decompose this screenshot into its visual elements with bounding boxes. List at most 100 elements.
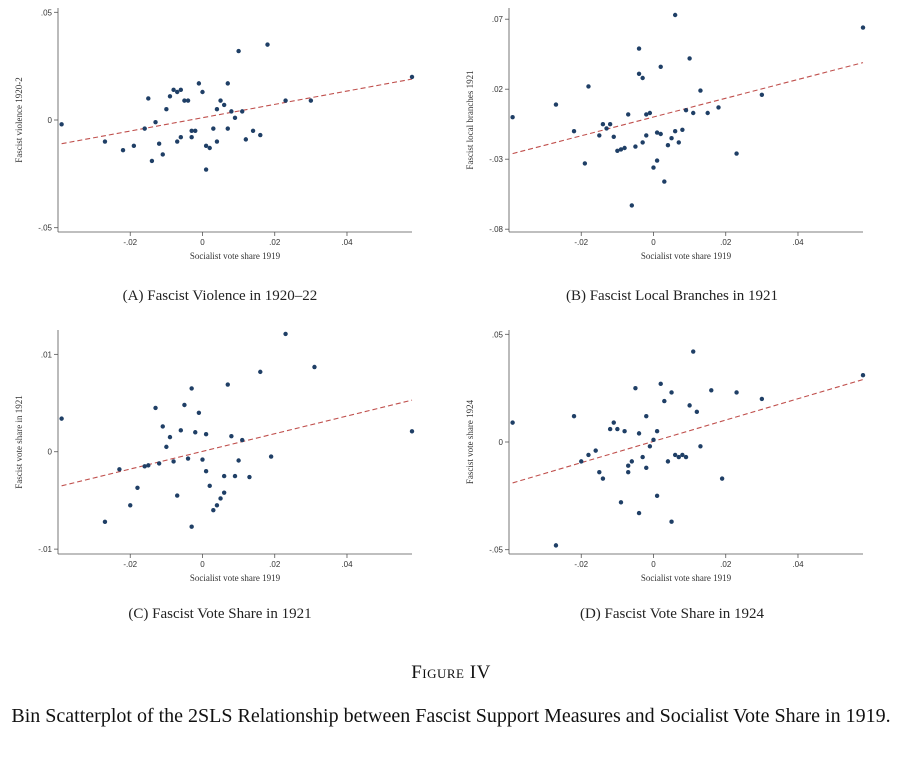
x-tick-label: 0 [651, 560, 656, 569]
data-point [676, 140, 681, 145]
data-point [607, 426, 613, 432]
data-point [709, 388, 714, 393]
data-point [669, 519, 674, 524]
data-point [175, 89, 180, 95]
data-point [600, 476, 606, 481]
data-point [229, 109, 234, 114]
data-point [268, 454, 274, 459]
data-point [629, 203, 635, 208]
scatter-plot: -.02 0 .02 .04 -.05 0 .05 Socialist vote share … [14, 8, 415, 261]
y-axis-label: Fascist vote share in 1921 [14, 395, 24, 489]
data-point [687, 403, 692, 408]
x-tick-label: .02 [720, 238, 732, 247]
data-point [618, 147, 624, 152]
data-point [214, 139, 220, 144]
data-point [680, 452, 685, 458]
data-point [236, 458, 241, 463]
data-point [654, 493, 660, 499]
data-point [283, 98, 288, 103]
data-point [636, 510, 642, 516]
y-axis-label: Fascist violence 1920-2 [14, 77, 24, 162]
data-point [633, 144, 638, 149]
data-point [683, 454, 689, 460]
data-point [258, 132, 263, 138]
data-point [193, 128, 198, 133]
x-tick-label: -.02 [574, 560, 588, 569]
data-point [128, 503, 133, 508]
data-point [611, 134, 616, 139]
data-point [644, 112, 649, 117]
data-point [146, 463, 151, 468]
x-axis-label: Socialist vote share 1919 [190, 573, 281, 583]
data-point [579, 459, 584, 464]
data-point [232, 115, 238, 121]
data-point [640, 75, 645, 81]
data-point [203, 143, 209, 149]
y-tick-label: .05 [41, 8, 53, 17]
data-point [651, 437, 656, 443]
y-axis-label: Fascist local branches 1921 [465, 70, 475, 169]
data-point [120, 147, 126, 153]
data-point [178, 135, 184, 140]
data-point [102, 139, 108, 144]
data-point [258, 369, 263, 375]
data-point [160, 152, 165, 157]
data-point [680, 127, 685, 132]
data-point [705, 110, 710, 116]
data-point [647, 110, 653, 116]
data-point [182, 402, 187, 408]
data-point [658, 64, 663, 70]
data-point [236, 48, 241, 54]
data-point [146, 96, 151, 101]
fit-line [512, 62, 864, 155]
data-point [607, 122, 613, 127]
data-point [218, 98, 223, 103]
y-tick-label: .01 [41, 350, 53, 359]
y-tick-label: -.08 [489, 225, 503, 234]
data-point [283, 331, 288, 337]
data-point [221, 490, 227, 495]
panel-b: -.02 0 .02 .04 -.08 -.03 .02 .07 Socialist vote … [451, 0, 891, 268]
data-point [189, 386, 194, 391]
data-point [654, 429, 660, 434]
x-tick-label: .02 [269, 560, 281, 569]
data-point [225, 81, 230, 86]
data-point [597, 133, 602, 138]
data-point [662, 398, 667, 404]
data-point [698, 88, 703, 93]
data-point [178, 87, 184, 93]
caption-c: (C) Fascist Vote Share in 1921 [128, 606, 312, 622]
data-point [221, 473, 227, 479]
data-point [229, 433, 234, 439]
data-point [409, 429, 415, 434]
data-point [582, 161, 588, 166]
fit-line [61, 78, 413, 145]
data-point [142, 126, 147, 131]
data-point [553, 102, 559, 107]
data-point [221, 102, 227, 108]
data-point [622, 429, 627, 434]
data-point [193, 430, 198, 435]
data-point [622, 145, 627, 151]
x-tick-label: -.02 [574, 238, 588, 247]
data-point [135, 485, 140, 490]
data-point [644, 413, 649, 419]
data-point [647, 444, 653, 449]
data-point [225, 382, 230, 387]
x-tick-label: 0 [651, 238, 656, 247]
data-point [683, 108, 689, 113]
data-point [510, 115, 515, 120]
data-point [629, 459, 635, 464]
data-point [203, 167, 209, 172]
y-tick-label: -.03 [489, 155, 503, 164]
data-point [164, 444, 169, 450]
data-point [654, 158, 660, 163]
data-point [672, 12, 678, 18]
data-point [600, 122, 606, 127]
data-point [615, 426, 620, 432]
data-point [640, 454, 645, 460]
data-point [687, 56, 692, 61]
data-point [167, 434, 173, 440]
data-point [225, 126, 230, 131]
data-point [658, 381, 663, 387]
